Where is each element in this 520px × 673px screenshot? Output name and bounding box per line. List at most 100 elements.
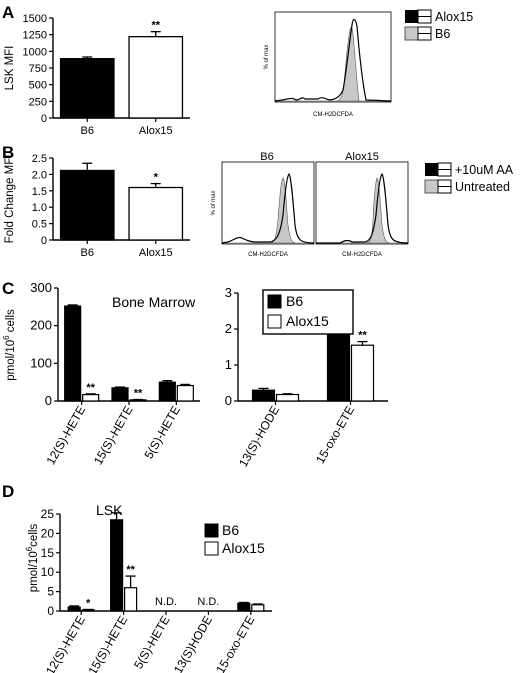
chart-d-bar-alox15	[251, 604, 265, 612]
chart-b-xtick-label: Alox15	[139, 247, 173, 259]
legend-d-b6-label: B6	[222, 522, 239, 538]
histogram-b-b6-aa-curve	[221, 173, 315, 244]
chart-d-annotation-nd: N.D.	[155, 596, 177, 608]
chart-d-ylabel: pmol/106cells	[25, 524, 40, 593]
chart-a-xtick-label: B6	[81, 125, 94, 137]
chart-b-ytick-label: 2.0	[32, 169, 47, 181]
chart-a-ytick-label: 500	[29, 80, 47, 92]
chart-c-right-bar-alox15	[350, 344, 375, 402]
chart-c-bone-marrow-right: 0 1 2 3 13(S)-HODE ** 15-oxo-ETE B6 Alox15	[225, 285, 388, 469]
chart-c-right-xtick-label: 13(S)-HODE	[236, 404, 282, 470]
histogram-b-alox15-frame	[315, 161, 409, 245]
legend-d-alox15-label: Alox15	[222, 540, 265, 556]
chart-d-xtick-label: 12(S)-HETE	[43, 614, 88, 673]
chart-c-left-significance: **	[86, 382, 95, 394]
chart-d-ytick-label: 5	[47, 585, 54, 599]
legend-c-alox15-label: Alox15	[286, 313, 329, 329]
chart-a-ytick-label: 1250	[23, 30, 47, 42]
chart-b-ytick-label: 0.5	[32, 219, 47, 231]
chart-a-xtick-label: Alox15	[139, 125, 173, 137]
legend-a-alox15-black-swatch	[405, 10, 418, 23]
panel-letter-a: A	[2, 3, 14, 22]
chart-c-right-ytick-label: 0	[225, 393, 232, 408]
chart-c-right-significance: **	[358, 330, 367, 342]
histogram-b-ylabel: % of max	[211, 190, 217, 215]
chart-c-left-xtick-label: 15(S)-HETE	[91, 404, 136, 468]
legend-b-untreated-label: Untreated	[455, 180, 510, 194]
chart-d-ytick-label: 25	[41, 507, 55, 521]
legend-c-alox15-swatch	[267, 314, 282, 329]
histogram-a-frame	[274, 11, 392, 103]
histogram-b-b6-untreated-curve	[222, 177, 314, 244]
chart-d-bar-alox15	[123, 587, 138, 612]
chart-c-right-bar-alox15	[275, 393, 300, 402]
chart-b-bar-b6	[59, 169, 115, 241]
legend-c-b6-swatch	[267, 294, 282, 309]
chart-b-significance: *	[154, 172, 159, 184]
panel-letter-c: C	[2, 279, 14, 298]
chart-d-bar-b6	[67, 606, 81, 612]
histogram-a: CM-H2DCFDA % of max Alox15 B6	[264, 9, 473, 118]
chart-c-left-bar-b6	[64, 305, 82, 402]
chart-a-ytick-label: 250	[29, 96, 47, 108]
histogram-b-alox15-untreated-curve	[316, 177, 408, 244]
chart-a-ytick-label: 1000	[23, 46, 47, 58]
chart-b-ytick-label: 1.0	[32, 202, 47, 214]
chart-d-significance: **	[126, 564, 135, 576]
chart-c-left-ytick-label: 0	[45, 393, 52, 408]
legend-c-b6-label: B6	[286, 293, 303, 309]
chart-d-bar-b6	[109, 519, 124, 612]
chart-c-left-bar-alox15	[176, 384, 194, 402]
chart-b-xtick-label: B6	[81, 247, 94, 259]
chart-d-xtick-label: 15-oxo-ETE	[213, 614, 257, 673]
chart-c-left-ytick-label: 300	[30, 280, 52, 295]
histogram-a-xlabel: CM-H2DCFDA	[313, 112, 353, 118]
chart-c-right-ytick-label: 1	[225, 357, 232, 372]
chart-a-bar-alox15	[128, 36, 184, 119]
chart-a-ytick-label: 1500	[23, 13, 47, 25]
chart-b-bar-alox15	[128, 186, 184, 241]
chart-c-left-bar-b6	[158, 381, 176, 402]
chart-d-ytick-label: 0	[47, 604, 54, 618]
chart-d-ytick-label: 15	[41, 546, 55, 560]
histogram-b: B6 Alox15 CM-H2DCFDA CM-H2DCFDA % of max…	[211, 151, 514, 258]
chart-a-ytick-label: 0	[41, 113, 47, 125]
histogram-a-b6-curve	[275, 27, 391, 102]
chart-d-xtick-label: 13(S)HODE	[171, 614, 215, 673]
panel-letter-b: B	[2, 143, 14, 162]
chart-a-ytick-label: 750	[29, 63, 47, 75]
histogram-a-alox15-curve	[274, 18, 392, 102]
chart-c-right-ytick-label: 2	[225, 321, 232, 336]
chart-c-ylabel: pmol/106 cells	[2, 309, 17, 381]
chart-b-ylabel: Fold Change MFI	[4, 155, 16, 244]
chart-c-left-ytick-label: 200	[30, 318, 52, 333]
chart-d-annotation-nd: N.D.	[197, 596, 219, 608]
histogram-b-b6-xlabel: CM-H2DCFDA	[248, 252, 288, 258]
legend-d-alox15-swatch	[204, 541, 219, 556]
chart-b-ytick-label: 0	[41, 235, 47, 247]
chart-c-left-ytick-label: 100	[30, 355, 52, 370]
chart-d-lsk: 0 5 10 15 20 25 * 12(S)-HETE ** 15(S)-HETE N.D. 5(S…	[25, 502, 272, 673]
chart-c-right-ytick-label: 3	[225, 285, 232, 300]
legend-b-aa-label: +10uM AA	[455, 163, 514, 177]
histogram-b-alox15-xlabel: CM-H2DCFDA	[342, 252, 382, 258]
histogram-b-b6-title: B6	[260, 151, 273, 163]
chart-c-right-xtick-label: 15-oxo-ETE	[313, 404, 357, 466]
histogram-b-b6-frame	[221, 161, 315, 245]
chart-d-ytick-label: 10	[41, 565, 55, 579]
chart-c-left-xtick-label: 12(S)-HETE	[43, 404, 88, 468]
chart-d-xtick-label: 15(S)-HETE	[85, 614, 130, 673]
legend-a-b6-gray-swatch	[404, 26, 419, 41]
chart-c-left-bar-alox15	[82, 393, 100, 402]
histogram-b-alox15-aa-curve	[316, 173, 409, 244]
chart-c-left-bar-b6	[111, 387, 129, 402]
chart-d-significance: *	[86, 597, 91, 609]
chart-b-ytick-label: 2.5	[32, 153, 47, 165]
chart-a-bar-b6	[59, 58, 115, 119]
histogram-a-ylabel: % of max	[264, 44, 270, 69]
chart-d-subtitle: LSK	[96, 502, 123, 518]
chart-c-right-bar-b6	[251, 389, 276, 402]
legend-a-alox15-label: Alox15	[435, 10, 473, 24]
chart-a-lsk-mfi: 0 250 500 750 1000 1250 1500 B6 Alox15 ** LSK MFI	[4, 13, 190, 137]
